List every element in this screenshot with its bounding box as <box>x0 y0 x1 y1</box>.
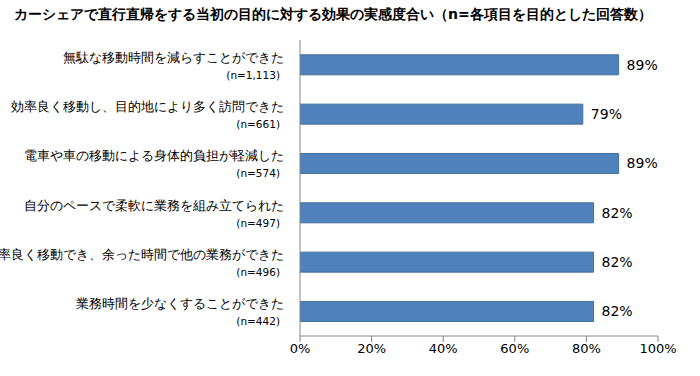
svg-text:20%: 20% <box>357 341 386 356</box>
svg-text:79%: 79% <box>591 106 622 122</box>
svg-text:(n=442): (n=442) <box>236 315 280 327</box>
svg-text:89%: 89% <box>627 155 658 171</box>
svg-text:40%: 40% <box>429 341 458 356</box>
svg-text:効率良く移動でき、余った時間で他の業務ができた: 効率良く移動でき、余った時間で他の業務ができた <box>8 247 284 262</box>
svg-text:(n=661): (n=661) <box>236 118 280 130</box>
svg-text:82%: 82% <box>602 254 633 270</box>
svg-text:100%: 100% <box>639 341 676 356</box>
svg-text:無駄な移動時間を減らすことができた: 無駄な移動時間を減らすことができた <box>63 50 284 65</box>
svg-text:業務時間を少なくすることができた: 業務時間を少なくすることができた <box>76 296 284 311</box>
svg-text:0%: 0% <box>290 341 311 356</box>
html-text:カーシェアで直行直帰をする当初の目的に対する効果の実感度合い: カーシェアで直行直帰をする当初の目的に対する効果の実感度合い（n=各項目を目的と… <box>14 6 652 22</box>
svg-text:電車や車の移動による身体的負担が軽減した: 電車や車の移動による身体的負担が軽減した <box>24 148 284 163</box>
svg-text:自分のペースで柔軟に業務を組み立てられた: 自分のペースで柔軟に業務を組み立てられた <box>24 198 284 213</box>
svg-text:89%: 89% <box>627 57 658 73</box>
svg-text:80%: 80% <box>572 341 601 356</box>
svg-text:82%: 82% <box>602 205 633 221</box>
svg-text:(n=1,113): (n=1,113) <box>226 69 280 81</box>
svg-text:82%: 82% <box>602 303 633 319</box>
svg-text:効率良く移動し、目的地により多く訪問できた: 効率良く移動し、目的地により多く訪問できた <box>11 99 284 114</box>
svg-text:(n=497): (n=497) <box>236 217 280 229</box>
svg-text:(n=496): (n=496) <box>236 266 280 278</box>
svg-text:60%: 60% <box>500 341 529 356</box>
svg-text:(n=574): (n=574) <box>236 167 280 179</box>
